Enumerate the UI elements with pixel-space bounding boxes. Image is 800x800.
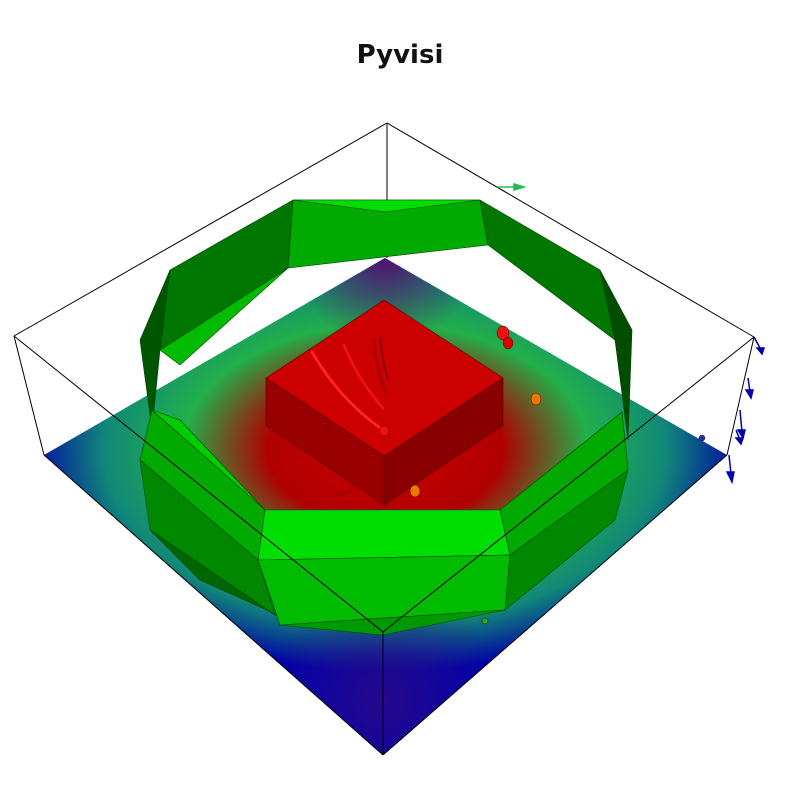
sphere-marker: [698, 434, 706, 442]
sphere-marker: [496, 325, 510, 341]
bounding-box-front: [13, 335, 755, 756]
red-block: [265, 299, 504, 506]
sphere-marker: [502, 336, 514, 350]
plot-title: Pyvisi: [356, 40, 444, 70]
sphere-marker: [378, 425, 390, 437]
vector-arrow-icon: [725, 336, 766, 485]
sphere-marker: [409, 484, 421, 498]
sphere-marker: [530, 392, 542, 406]
isosurface-ring-back: [139, 199, 633, 441]
surface-plane-bottom-tint: [44, 258, 727, 755]
vector-arrow-icon: [497, 182, 527, 192]
streamlines: [310, 337, 389, 497]
isosurface-ring-front: [139, 409, 629, 636]
sphere-marker: [481, 617, 489, 625]
